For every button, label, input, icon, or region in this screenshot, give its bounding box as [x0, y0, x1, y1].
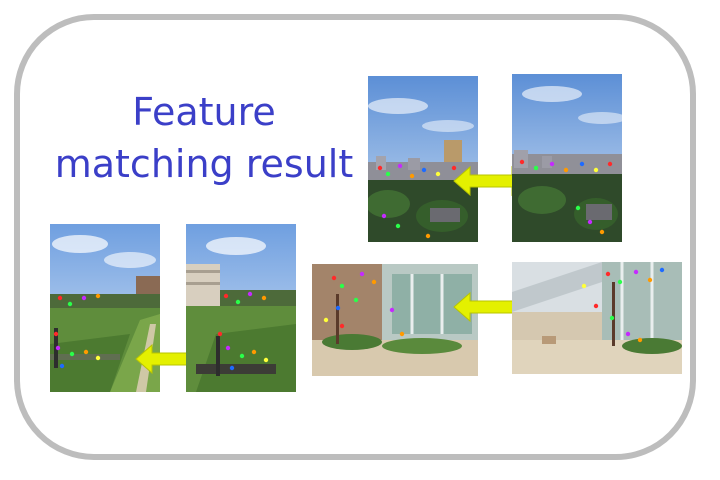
keypoint-markers	[53, 293, 101, 369]
title-line-1: Feature	[132, 90, 276, 134]
keypoint-markers	[581, 267, 665, 343]
keypoint-markers	[217, 291, 269, 371]
field-right-photo	[186, 224, 296, 392]
page-title: Feature matching result	[44, 86, 364, 190]
city-skyline-right-photo	[512, 74, 622, 242]
plaza-right-photo	[512, 262, 682, 374]
title-line-2: matching result	[54, 142, 354, 186]
keypoint-markers	[519, 159, 613, 235]
city-skyline-left-photo	[368, 76, 478, 242]
keypoint-markers	[323, 271, 405, 337]
